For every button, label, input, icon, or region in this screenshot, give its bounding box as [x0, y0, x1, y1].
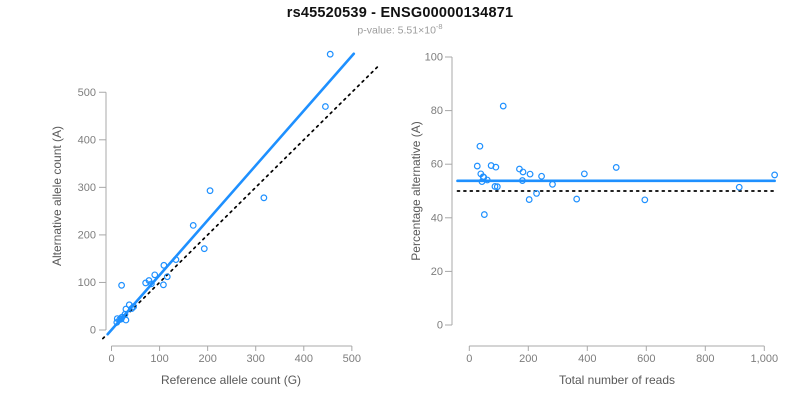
data-point: [533, 190, 540, 197]
data-point: [160, 261, 168, 269]
x-tick-label: 0: [108, 353, 114, 365]
x-tick-label: 400: [295, 353, 313, 365]
y-tick-label: 40: [431, 212, 443, 224]
y-tick-label: 300: [78, 182, 96, 194]
data-point: [473, 162, 481, 170]
p-value-label: p-value:: [357, 24, 398, 37]
y-tick-label: 0: [437, 320, 443, 332]
data-point: [641, 196, 649, 204]
data-point: [160, 281, 167, 289]
data-point: [476, 142, 484, 150]
data-point: [492, 163, 500, 171]
data-point: [145, 277, 153, 284]
data-point: [519, 177, 526, 184]
p-value-exponent: -8: [435, 22, 443, 31]
data-point: [322, 103, 329, 110]
y-tick-label: 60: [431, 159, 443, 171]
x-tick-label: 500: [343, 353, 361, 365]
data-point: [493, 183, 501, 191]
y-tick-label: 0: [90, 325, 96, 337]
x-tick-label: 200: [198, 353, 216, 365]
data-point: [771, 171, 779, 179]
x-tick-label: 300: [247, 353, 265, 365]
x-tick-label: 100: [150, 353, 168, 365]
y-tick-label: 100: [78, 277, 96, 289]
data-point: [538, 172, 545, 180]
y-tick-label: 400: [78, 134, 96, 146]
p-value-base: 5.51×10: [397, 24, 436, 37]
data-point: [260, 194, 268, 202]
data-point: [118, 281, 125, 289]
data-point: [549, 180, 556, 188]
y-tick-label: 20: [431, 266, 443, 278]
data-point: [189, 221, 197, 229]
page-title: rs45520539 - ENSG00000134871: [286, 5, 514, 21]
data-point: [151, 271, 159, 279]
y-tick-label: 80: [431, 105, 443, 117]
data-point: [480, 211, 488, 218]
data-point: [130, 303, 138, 311]
x-tick-label: 1,000: [751, 353, 779, 365]
data-point: [525, 196, 533, 203]
x-tick-label: 800: [696, 353, 714, 365]
y-axis-title: Percentage alternative (A): [409, 121, 423, 260]
data-point: [526, 170, 534, 178]
allele-counts-chart: 0 100 200 300 400 500 0 100 200 300 400 500 Referenc…: [50, 50, 381, 387]
x-axis-title: Total number of reads: [559, 373, 675, 387]
data-point: [499, 102, 507, 110]
y-tick-label: 200: [78, 229, 96, 241]
y-tick-label: 500: [78, 87, 96, 99]
data-point: [735, 183, 743, 191]
data-point: [519, 168, 527, 176]
p-value-subtitle: p-value: 5.51×10-8: [0, 22, 800, 37]
x-tick-label: 200: [519, 353, 537, 365]
x-axis-title: Reference allele count (G): [161, 373, 301, 387]
identity-line: [101, 64, 381, 340]
fit-line: [106, 52, 356, 336]
data-point: [573, 195, 581, 203]
data-point: [326, 50, 334, 58]
data-point: [206, 187, 214, 195]
data-point: [483, 176, 491, 184]
data-point: [200, 245, 208, 253]
data-point: [491, 183, 499, 190]
data-point: [163, 273, 171, 281]
data-point: [612, 164, 620, 171]
percentage-vs-reads-chart: 0 20 40 60 80 100 0 200 400 600 800 1,000 Total numb…: [409, 52, 778, 388]
data-point: [172, 256, 180, 264]
x-tick-label: 400: [578, 353, 596, 365]
x-tick-label: 0: [466, 353, 472, 365]
y-tick-label: 100: [425, 52, 443, 64]
x-tick-label: 600: [637, 353, 655, 365]
y-axis-title: Alternative allele count (A): [50, 126, 64, 266]
data-point: [580, 170, 588, 178]
